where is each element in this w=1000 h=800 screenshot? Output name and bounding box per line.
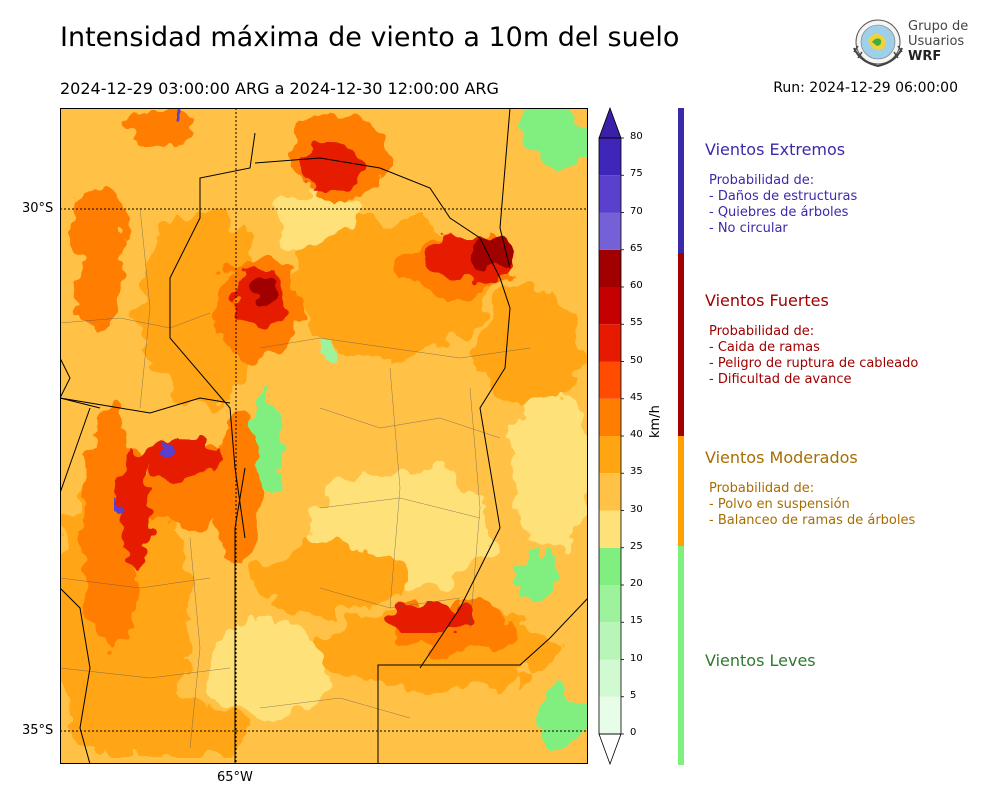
colorbar-level-20 bbox=[599, 547, 621, 585]
colorbar-tick-label: 70 bbox=[630, 205, 643, 217]
category-line: Probabilidad de: bbox=[709, 173, 815, 188]
colorbar-tick-label: 15 bbox=[630, 615, 643, 627]
colorbar bbox=[598, 106, 624, 766]
colorbar-level-65 bbox=[599, 212, 621, 250]
category-name: Vientos Fuertes bbox=[705, 291, 829, 310]
colorbar-tick-label: 50 bbox=[630, 354, 643, 366]
category-block: Vientos Leves bbox=[705, 651, 816, 684]
category-name: Vientos Leves bbox=[705, 651, 816, 670]
category-name: Vientos Extremos bbox=[705, 140, 846, 159]
colorbar-level-0 bbox=[599, 696, 621, 734]
colorbar-level-50 bbox=[599, 324, 621, 362]
category-block: Vientos Extremos Probabilidad de: - Daños … bbox=[705, 140, 857, 237]
category-line: - Balanceo de ramas de árboles bbox=[709, 513, 916, 528]
category-bar bbox=[678, 108, 684, 765]
lon-label-65w: 65°W bbox=[217, 770, 253, 785]
logo-line-2: Usuarios bbox=[908, 34, 965, 49]
category-name: Vientos Moderados bbox=[705, 448, 858, 467]
date-range: 2024-12-29 03:00:00 ARG a 2024-12-30 12:… bbox=[60, 79, 499, 98]
colorbar-tick-label: 65 bbox=[630, 242, 643, 254]
category-line: - Peligro de ruptura de cableado bbox=[709, 356, 919, 371]
category-line: - Caida de ramas bbox=[709, 340, 820, 355]
colorbar-level-60 bbox=[599, 249, 621, 287]
colorbar-tick-label: 45 bbox=[630, 391, 643, 403]
colorbar-level-30 bbox=[599, 473, 621, 511]
category-line: - Daños de estructuras bbox=[709, 189, 858, 204]
category-band bbox=[678, 436, 684, 546]
lat-label-35s: 35°S bbox=[22, 723, 54, 738]
colorbar-level-15 bbox=[599, 585, 621, 623]
colorbar-tick-label: 20 bbox=[630, 578, 643, 589]
page-title: Intensidad máxima de viento a 10m del su… bbox=[60, 22, 680, 53]
colorbar-level-70 bbox=[599, 175, 621, 213]
category-band bbox=[678, 546, 684, 765]
colorbar-tick-label: 60 bbox=[630, 280, 643, 291]
logo-text: Grupo de Usuarios WRF bbox=[908, 19, 968, 64]
colorbar-extend-high bbox=[598, 106, 622, 139]
category-band bbox=[678, 108, 684, 253]
colorbar-tick-label: 80 bbox=[630, 131, 643, 142]
category-line: - Dificultad de avance bbox=[709, 372, 852, 387]
colorbar-tick-label: 75 bbox=[630, 168, 643, 180]
colorbar-tick-label: 30 bbox=[630, 503, 643, 515]
colorbar-level-5 bbox=[599, 659, 621, 697]
colorbar-level-75 bbox=[599, 138, 621, 176]
colorbar-tick-label: 40 bbox=[630, 429, 643, 440]
colorbar-level-10 bbox=[599, 622, 621, 660]
lat-label-30s: 30°S bbox=[22, 201, 54, 216]
colorbar-level-35 bbox=[599, 436, 621, 474]
category-line: Probabilidad de: bbox=[709, 324, 815, 339]
logo-emblem bbox=[853, 19, 903, 68]
category-line: - Quiebres de árboles bbox=[709, 205, 849, 220]
colorbar-tick-label: 25 bbox=[630, 540, 643, 552]
colorbar-tick-label: 35 bbox=[630, 466, 643, 478]
colorbar-tick-label: 5 bbox=[630, 689, 637, 701]
colorbar-tick-label: 55 bbox=[630, 317, 643, 329]
category-band bbox=[678, 253, 684, 436]
colorbar-level-25 bbox=[599, 510, 621, 548]
colorbar-extend-low bbox=[598, 733, 622, 766]
colorbar-level-40 bbox=[599, 398, 621, 436]
category-line: Probabilidad de: bbox=[709, 481, 815, 496]
colorbar-tick-label: 0 bbox=[630, 727, 637, 738]
category-line: - No circular bbox=[709, 221, 788, 236]
colorbar-unit: km/h bbox=[648, 405, 663, 438]
category-line: - Polvo en suspensión bbox=[709, 497, 850, 512]
run-label: Run: 2024-12-29 06:00:00 bbox=[773, 80, 958, 96]
category-block: Vientos Fuertes Probabilidad de: - Caida d… bbox=[705, 291, 918, 388]
logo-line-3: WRF bbox=[908, 49, 942, 64]
wind-map[interactable] bbox=[60, 108, 588, 764]
colorbar-level-55 bbox=[599, 287, 621, 325]
colorbar-level-45 bbox=[599, 361, 621, 399]
logo-line-1: Grupo de bbox=[908, 19, 969, 34]
category-block: Vientos Moderados Probabilidad de: - Polvo… bbox=[705, 448, 915, 529]
colorbar-tick-label: 10 bbox=[630, 652, 643, 664]
